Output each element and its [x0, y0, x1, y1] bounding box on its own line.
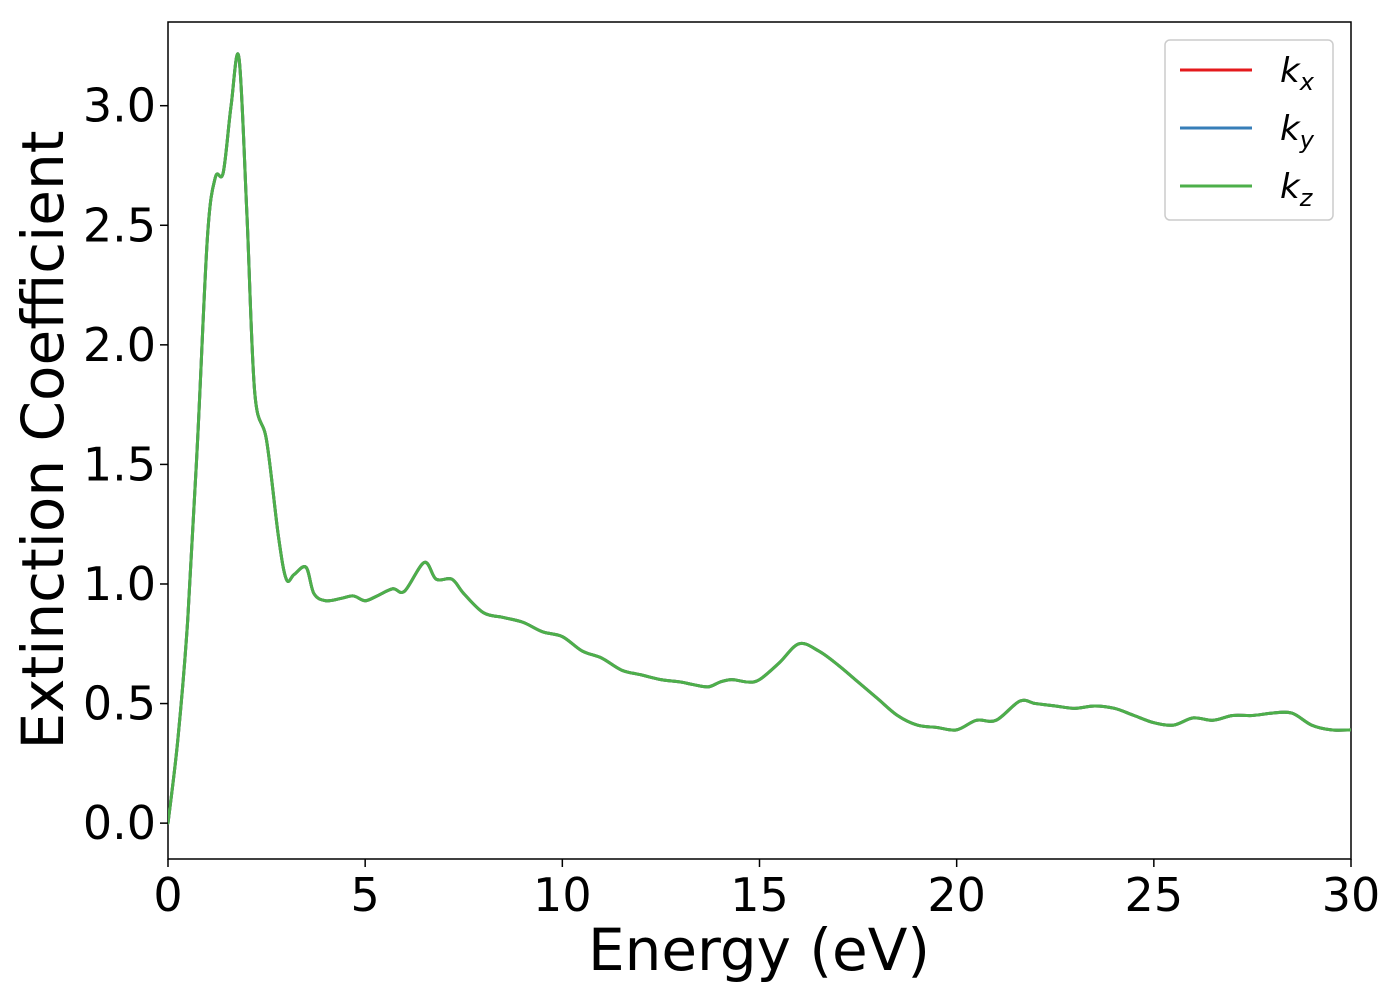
y-tick-label: 0.0 [83, 796, 156, 850]
y-tick-label: 3.0 [83, 79, 156, 133]
y-tick-label: 2.0 [83, 318, 156, 372]
legend-frame [1164, 39, 1334, 221]
y-axis-ticks: 0.0 0.5 1.0 1.5 2.0 2.5 3.0 [83, 79, 168, 850]
y-tick-label: 0.5 [83, 677, 156, 731]
x-tick-label: 10 [533, 868, 592, 922]
legend-label-x: kx [1280, 51, 1315, 96]
x-tick-label: 30 [1322, 868, 1381, 922]
series-layer [168, 52, 1351, 825]
series-line-z [168, 52, 1351, 825]
x-axis-ticks: 0 5 10 15 20 25 30 [153, 859, 1380, 922]
y-axis-title: Extinction Coefficient [9, 131, 77, 750]
x-axis-title: Energy (eV) [588, 916, 930, 984]
x-tick-label: 20 [927, 868, 986, 922]
y-tick-label: 1.5 [83, 437, 156, 491]
x-tick-label: 0 [153, 868, 182, 922]
y-tick-label: 2.5 [83, 198, 156, 252]
y-tick-label: 1.0 [83, 557, 156, 611]
legend-label-z: kz [1280, 167, 1314, 212]
x-tick-label: 15 [730, 868, 789, 922]
legend-label-y: ky [1280, 109, 1315, 154]
x-tick-label: 25 [1125, 868, 1184, 922]
x-tick-label: 5 [351, 868, 380, 922]
legend: kx ky kz [1164, 39, 1334, 221]
